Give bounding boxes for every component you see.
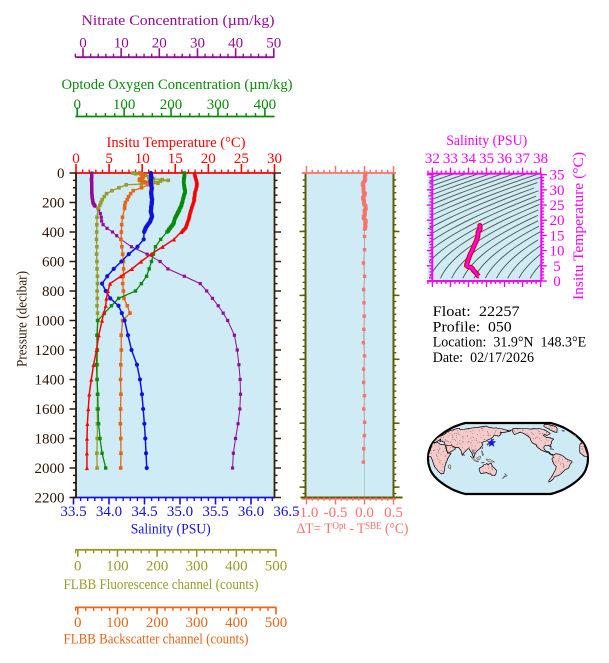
svg-text:36.5: 36.5: [273, 504, 299, 520]
svg-text:0.5: 0.5: [384, 505, 403, 521]
svg-text:300: 300: [207, 97, 230, 113]
svg-text:34: 34: [461, 151, 477, 167]
svg-text:FLBB Fluorescence channel (cou: FLBB Fluorescence channel (counts): [64, 577, 259, 593]
svg-text:33: 33: [443, 151, 458, 167]
svg-text:Optode Oxygen Concentration (µ: Optode Oxygen Concentration (µm/kg): [62, 77, 293, 93]
svg-text:Date: 02/17/2026: Date: 02/17/2026: [433, 350, 535, 366]
svg-text:Insitu Temperature (°C): Insitu Temperature (°C): [571, 152, 587, 300]
svg-text:0: 0: [74, 615, 82, 631]
svg-text:100: 100: [113, 97, 136, 113]
svg-text:0.0: 0.0: [355, 505, 374, 521]
svg-text:Insitu Temperature (°C): Insitu Temperature (°C): [107, 135, 246, 151]
svg-text:200: 200: [146, 559, 169, 575]
svg-text:400: 400: [42, 225, 65, 241]
svg-text:20: 20: [201, 151, 216, 167]
svg-text:15: 15: [550, 228, 565, 244]
svg-text:100: 100: [106, 559, 129, 575]
svg-text:36.0: 36.0: [238, 504, 264, 520]
svg-text:0: 0: [74, 559, 82, 575]
svg-text:300: 300: [185, 559, 208, 575]
svg-text:10: 10: [114, 36, 129, 52]
svg-text:500: 500: [265, 615, 288, 631]
svg-text:200: 200: [160, 97, 183, 113]
svg-text:400: 400: [225, 615, 248, 631]
svg-text:1800: 1800: [35, 432, 65, 448]
svg-text:600: 600: [42, 255, 65, 271]
svg-text:5: 5: [553, 259, 561, 275]
svg-text:-1.0: -1.0: [295, 505, 319, 521]
svg-text:33.5: 33.5: [60, 504, 86, 520]
svg-text:2000: 2000: [35, 461, 65, 477]
svg-text:35: 35: [479, 151, 494, 167]
svg-text:35.5: 35.5: [202, 504, 228, 520]
svg-text:400: 400: [225, 559, 248, 575]
svg-text:-0.5: -0.5: [324, 505, 348, 521]
svg-text:35: 35: [550, 168, 565, 184]
svg-text:30: 30: [550, 183, 565, 199]
svg-text:25: 25: [550, 198, 565, 214]
svg-text:20: 20: [550, 213, 565, 229]
svg-text:40: 40: [228, 36, 243, 52]
svg-text:100: 100: [106, 615, 129, 631]
svg-text:Nitrate Concentration (µm/kg): Nitrate Concentration (µm/kg): [82, 13, 275, 29]
svg-text:0: 0: [79, 36, 87, 52]
svg-text:Salinity (PSU): Salinity (PSU): [131, 522, 211, 538]
svg-text:32: 32: [425, 151, 440, 167]
svg-text:400: 400: [254, 97, 277, 113]
svg-text:Location: 31.9°N 148.3°E: Location: 31.9°N 148.3°E: [433, 335, 587, 351]
svg-text:800: 800: [42, 284, 65, 300]
svg-text:36: 36: [497, 151, 513, 167]
svg-text:50: 50: [266, 36, 281, 52]
svg-text:300: 300: [185, 615, 208, 631]
svg-text:200: 200: [42, 196, 65, 212]
svg-text:15: 15: [168, 151, 183, 167]
svg-text:1200: 1200: [35, 343, 65, 359]
svg-text:1400: 1400: [35, 373, 65, 389]
svg-text:10: 10: [135, 151, 150, 167]
svg-text:ΔT= TOpt - TSBE (°C): ΔT= TOpt - TSBE (°C): [297, 520, 409, 537]
svg-text:200: 200: [146, 615, 169, 631]
svg-text:0: 0: [73, 97, 81, 113]
svg-text:37: 37: [515, 151, 531, 167]
svg-text:30: 30: [190, 36, 205, 52]
svg-text:1000: 1000: [35, 314, 65, 330]
svg-text:0: 0: [72, 151, 80, 167]
svg-text:5: 5: [105, 151, 113, 167]
svg-text:1600: 1600: [35, 402, 65, 418]
svg-text:Pressure (decibar): Pressure (decibar): [15, 271, 31, 367]
svg-text:Profile: 050: Profile: 050: [433, 319, 512, 335]
svg-text:25: 25: [234, 151, 249, 167]
svg-text:0: 0: [57, 166, 65, 182]
svg-text:FLBB Backscatter channel (coun: FLBB Backscatter channel (counts): [64, 632, 249, 648]
svg-text:0: 0: [553, 274, 561, 290]
svg-text:Salinity (PSU): Salinity (PSU): [446, 133, 527, 149]
svg-text:20: 20: [152, 36, 167, 52]
svg-text:10: 10: [550, 244, 565, 260]
svg-text:500: 500: [265, 559, 288, 575]
svg-text:2200: 2200: [35, 491, 65, 507]
svg-text:Float: 22257: Float: 22257: [433, 304, 521, 320]
svg-text:38: 38: [533, 151, 548, 167]
svg-text:30: 30: [267, 151, 282, 167]
svg-text:34.5: 34.5: [131, 504, 157, 520]
svg-text:34.0: 34.0: [96, 504, 122, 520]
svg-text:35.0: 35.0: [167, 504, 193, 520]
